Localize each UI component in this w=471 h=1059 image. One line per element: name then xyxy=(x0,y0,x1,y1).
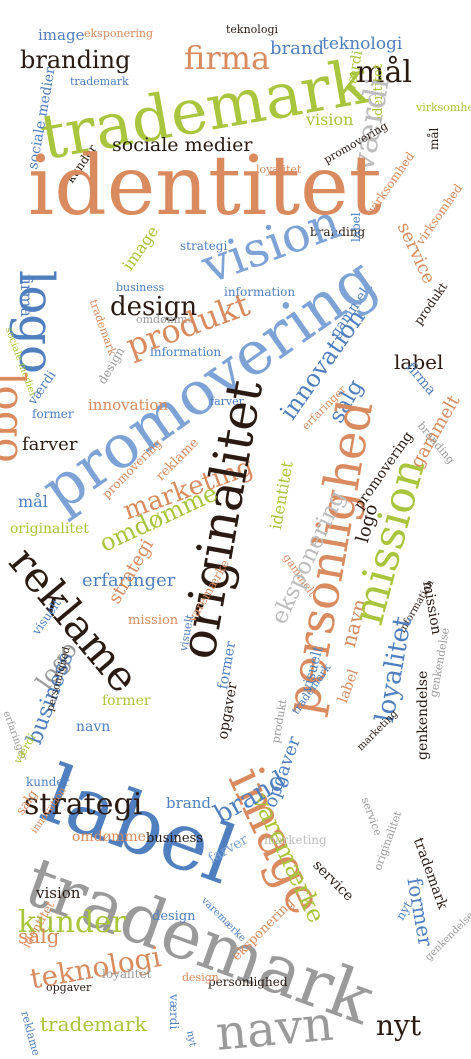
word-former: former xyxy=(32,407,74,421)
word-kunder: kunder xyxy=(18,905,127,940)
word-produkt: produkt xyxy=(411,279,451,328)
word-innovation: innovation xyxy=(88,396,169,414)
word-image: image xyxy=(38,26,85,44)
word-teknologi: teknologi xyxy=(226,23,279,36)
word-sociale-medier: sociale medier xyxy=(112,134,253,156)
word-business: business xyxy=(116,281,165,294)
word-former: former xyxy=(102,693,151,709)
word-design: design xyxy=(95,344,128,387)
word-identitet: identitet xyxy=(28,139,382,234)
word-opgaver: opgaver xyxy=(46,981,92,994)
word-navn: navn xyxy=(76,719,111,735)
word-label: label xyxy=(335,667,362,706)
word-omdoemme: omdømme xyxy=(136,313,195,326)
word-mission: mission xyxy=(128,613,179,628)
word-loyalitet: loyalitet xyxy=(256,163,302,176)
word-navn: navn xyxy=(213,995,336,1059)
word-salg: salg xyxy=(18,924,60,948)
word-originalitet: originalitet xyxy=(10,521,89,537)
word-personlighed: personlighed xyxy=(208,975,288,989)
word-business: business xyxy=(146,831,203,846)
word-branding: branding xyxy=(20,46,131,74)
word-genkendelse: genkendelse xyxy=(427,626,452,699)
word-vision: vision xyxy=(36,884,81,902)
word-trademark: trademark xyxy=(70,75,129,88)
word-maal: mål xyxy=(356,55,412,90)
word-opgaver: opgaver xyxy=(215,681,241,741)
word-maal: mål xyxy=(18,492,48,511)
word-virksomhed: virksomhed xyxy=(413,181,466,248)
word-erfaringer: erfaringer xyxy=(82,570,176,591)
word-genkendelse: genkendelse xyxy=(415,670,431,760)
word-branding: branding xyxy=(310,225,366,239)
word-vision: vision xyxy=(306,110,354,129)
word-identitet: identitet xyxy=(266,459,297,531)
word-design: design xyxy=(182,971,219,984)
word-design: design xyxy=(152,909,196,924)
word-nyt: nyt xyxy=(376,1009,422,1042)
word-firma: firma xyxy=(17,274,36,318)
word-service: service xyxy=(358,795,385,838)
word-brand: brand xyxy=(166,794,211,812)
word-brand: brand xyxy=(270,38,324,59)
word-nyt: nyt xyxy=(184,1029,198,1048)
word-label: label xyxy=(349,212,363,242)
word-firma: firma xyxy=(184,39,271,77)
word-kunder: kunder xyxy=(26,775,70,789)
word-strategi: strategi xyxy=(180,239,228,253)
word-loyalitet: loyalitet xyxy=(102,967,152,981)
word-reklame: reklame xyxy=(18,1009,43,1058)
word-loyalitet: loyalitet xyxy=(370,614,419,725)
word-information: information xyxy=(224,285,296,299)
word-teknologi: teknologi xyxy=(322,34,403,54)
word-virksomhed: virksomhed xyxy=(416,101,471,114)
word-information: information xyxy=(150,345,222,359)
word-trademark: trademark xyxy=(40,1012,147,1036)
word-eksponering: eksponering xyxy=(84,27,153,40)
word-maal: mål xyxy=(427,127,441,150)
word-farver: farver xyxy=(22,434,78,455)
word-label: label xyxy=(394,350,444,374)
word-vaerdi: værdi xyxy=(167,994,181,1030)
word-strategi: strategi xyxy=(24,787,143,822)
word-omdoemme: omdømme xyxy=(72,829,146,845)
word-design: design xyxy=(110,292,198,322)
word-marketing: marketing xyxy=(264,833,327,847)
word-farver: farver xyxy=(210,395,244,408)
